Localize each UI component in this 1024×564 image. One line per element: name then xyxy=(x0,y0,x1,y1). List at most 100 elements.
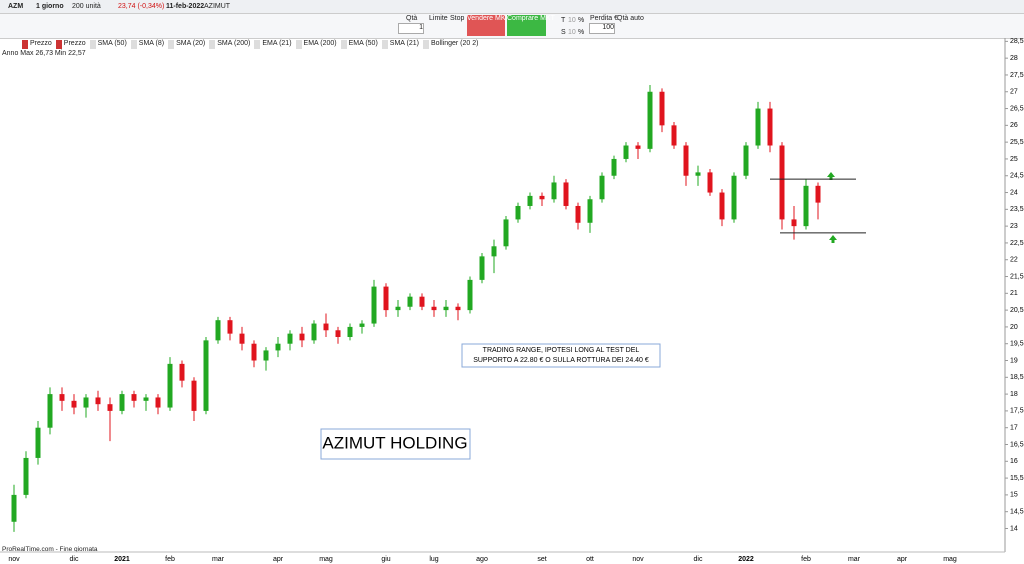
candle-body xyxy=(659,91,665,126)
qty-input[interactable]: 1 xyxy=(398,23,424,34)
price: 23,74 (-0,34%) xyxy=(118,3,165,10)
period[interactable]: 1 giorno xyxy=(36,3,64,10)
indicator-toggle[interactable]: Prezzo xyxy=(22,40,52,49)
candle-body xyxy=(299,333,305,341)
y-tick-label: 17,5 xyxy=(1010,408,1024,415)
instrument-name: AZIMUT xyxy=(204,3,231,10)
annotation: SUPPORTO A 22.80 € O SULLA ROTTURA DEI 2… xyxy=(473,357,649,364)
candle-body xyxy=(419,296,425,307)
candle-body xyxy=(671,125,677,146)
candle-body xyxy=(719,192,725,220)
s-unit: % xyxy=(578,29,585,36)
candle-body xyxy=(803,185,809,227)
candle-body xyxy=(131,394,137,401)
candle-body xyxy=(119,394,125,411)
x-tick-label: feb xyxy=(801,556,811,563)
x-tick-label: ott xyxy=(586,556,594,563)
y-tick-label: 27,5 xyxy=(1010,72,1024,79)
y-tick-label: 16 xyxy=(1010,458,1018,465)
x-tick-label: ago xyxy=(476,556,488,563)
symbol[interactable]: AZM xyxy=(8,3,24,10)
auto-qty[interactable]: Qtà auto xyxy=(617,15,644,22)
x-tick-label: apr xyxy=(273,556,284,563)
candle-body xyxy=(59,394,65,401)
arrow-up xyxy=(827,172,835,180)
indicator-toggle[interactable]: EMA (50) xyxy=(340,40,378,49)
y-tick-label: 25 xyxy=(1010,156,1018,163)
indicator-toggle[interactable]: Prezzo xyxy=(55,40,86,49)
y-tick-label: 23,5 xyxy=(1010,206,1024,213)
loss-label: Perdita € xyxy=(590,15,619,22)
y-tick-label: 22,5 xyxy=(1010,240,1024,247)
buy-button[interactable]: Comprare MKT xyxy=(507,15,555,36)
x-tick-label: apr xyxy=(897,556,908,563)
candle-body xyxy=(467,279,473,311)
candle-body xyxy=(431,306,437,311)
stop-button[interactable]: Stop xyxy=(450,15,465,22)
x-tick-label: mar xyxy=(212,556,225,563)
y-tick-label: 15,5 xyxy=(1010,475,1024,482)
candle-body xyxy=(83,397,89,408)
candle-body xyxy=(815,185,821,203)
candle-body xyxy=(539,195,545,200)
candle-body xyxy=(251,343,257,361)
candle-body xyxy=(779,145,785,220)
label-box xyxy=(320,428,471,460)
sell-button[interactable]: Vendere MKT xyxy=(467,15,510,36)
y-tick-label: 16,5 xyxy=(1010,441,1024,448)
candle-body xyxy=(167,363,173,408)
s-value[interactable]: 10 xyxy=(568,29,576,36)
x-tick-label: giu xyxy=(381,556,390,563)
candle-body xyxy=(11,494,17,522)
candle-body xyxy=(491,246,497,257)
candle-body xyxy=(215,320,221,341)
candle-body xyxy=(23,457,29,495)
x-tick-label: lug xyxy=(429,556,438,563)
candle-body xyxy=(707,172,713,193)
indicator-toggle[interactable]: SMA (8) xyxy=(130,40,164,49)
candle-body xyxy=(647,91,653,149)
candle-body xyxy=(683,145,689,176)
candle-body xyxy=(755,108,761,146)
indicator-toggle[interactable]: SMA (200) xyxy=(209,40,250,49)
t-unit: % xyxy=(578,17,585,24)
indicator-toggle[interactable]: Bollinger (20 2) xyxy=(422,40,478,49)
candle-body xyxy=(311,323,317,341)
x-tick-label: dic xyxy=(694,556,703,563)
t-value[interactable]: 10 xyxy=(568,17,576,24)
loss-input[interactable]: 100 xyxy=(589,23,615,34)
candle-body xyxy=(287,333,293,344)
s-label: S xyxy=(561,29,566,36)
y-tick-label: 19,5 xyxy=(1010,341,1024,348)
x-tick-label: feb xyxy=(165,556,175,563)
candle-body xyxy=(575,205,581,223)
footer: ProRealTime.com - Fine giornata xyxy=(2,546,98,553)
indicator-toggle[interactable]: EMA (21) xyxy=(254,40,292,49)
candle-body xyxy=(107,404,113,411)
indicator-toggle[interactable]: SMA (20) xyxy=(168,40,205,49)
limit-button[interactable]: Limite xyxy=(429,15,448,22)
x-tick-label: set xyxy=(537,556,546,563)
candle-body xyxy=(227,320,233,334)
y-tick-label: 19 xyxy=(1010,357,1018,364)
candle-body xyxy=(335,330,341,337)
candle-body xyxy=(179,363,185,381)
t-label: T xyxy=(561,17,566,24)
candle-body xyxy=(359,323,365,327)
candle-body xyxy=(71,400,77,408)
candle-body xyxy=(455,306,461,311)
indicator-toggle[interactable]: SMA (21) xyxy=(381,40,419,49)
y-tick-label: 17 xyxy=(1010,425,1018,432)
candle-body xyxy=(503,219,509,247)
arrow-up xyxy=(829,235,837,243)
indicator-toggle[interactable]: SMA (50) xyxy=(89,40,127,49)
units[interactable]: 200 unità xyxy=(72,3,101,10)
candle-body xyxy=(791,219,797,227)
indicator-toggle[interactable]: EMA (200) xyxy=(295,40,337,49)
y-tick-label: 18,5 xyxy=(1010,374,1024,381)
candle-body xyxy=(551,182,557,200)
x-tick-label: nov xyxy=(632,556,644,563)
candle-body xyxy=(191,380,197,411)
y-tick-label: 25,5 xyxy=(1010,139,1024,146)
